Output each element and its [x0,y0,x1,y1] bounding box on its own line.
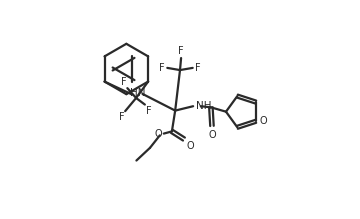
Text: O: O [154,129,162,139]
Text: NH: NH [196,101,211,111]
Text: F: F [121,77,126,87]
Text: O: O [208,130,216,140]
Text: F: F [119,112,124,122]
Text: F: F [178,46,184,56]
Text: F: F [195,63,201,73]
Text: F: F [146,106,151,116]
Text: O: O [186,141,194,151]
Text: HN: HN [130,88,145,98]
Text: O: O [260,116,267,126]
Text: F: F [159,63,165,73]
